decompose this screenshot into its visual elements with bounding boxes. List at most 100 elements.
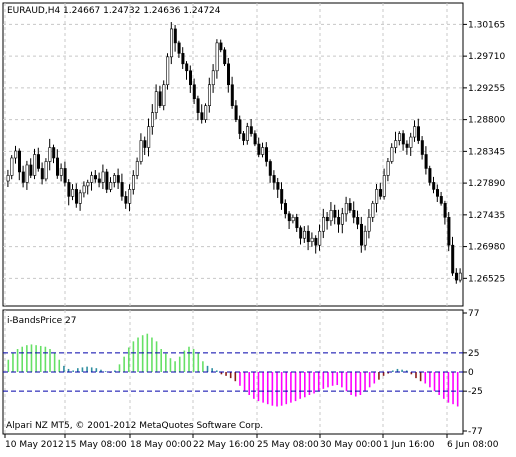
candle-body [17, 150, 21, 173]
candle-body [325, 216, 329, 222]
candle-body [432, 182, 436, 190]
time-tick-label: 1 Jun 16:00 [383, 440, 435, 450]
candle-body [113, 175, 117, 183]
candle-body [356, 216, 360, 225]
copyright-text: Alpari NZ MT5, © 2001-2012 MetaQuotes So… [6, 421, 263, 431]
candle-body [135, 161, 139, 176]
price-tick-label: 1.26525 [468, 274, 505, 284]
candle-body [94, 175, 98, 180]
candle-body [48, 147, 52, 162]
candle-body [287, 213, 291, 222]
candle-body [439, 196, 443, 204]
price-tick-label: 1.29710 [468, 52, 505, 62]
candle-body [276, 182, 280, 190]
candle-body [238, 119, 242, 134]
time-tick-label: 6 Jun 08:00 [447, 440, 499, 450]
candle-body [249, 126, 253, 134]
candle-body [10, 157, 14, 176]
time-tick-label: 10 May 2012 [5, 440, 64, 450]
candlestick-series [6, 22, 462, 284]
candle-body [435, 189, 439, 197]
candle-body [272, 175, 276, 183]
candle-body [337, 216, 341, 225]
indicator-name: i-BandsPrice 27 [7, 316, 77, 326]
time-tick-label: 30 May 00:00 [320, 440, 382, 450]
price-tick-label: 1.28800 [468, 116, 505, 126]
candle-body [359, 223, 363, 246]
candle-body [86, 182, 90, 187]
candle-body [59, 168, 63, 176]
candle-body [416, 126, 420, 141]
candle-body [173, 28, 177, 44]
candle-body [181, 53, 185, 65]
price-panel[interactable] [2, 2, 464, 307]
candle-body [242, 133, 246, 141]
candle-body [283, 203, 287, 215]
candle-body [378, 189, 382, 197]
candle-body [75, 189, 79, 204]
candle-body [143, 140, 147, 148]
candle-body [177, 42, 181, 54]
candle-body [36, 154, 40, 169]
candle-body [105, 171, 109, 190]
time-axis: 10 May 2012 15 May 08:00 18 May 00:00 22 Ma… [4, 434, 499, 450]
indicator-axis: 77 25 0 -25 -77 [463, 309, 483, 437]
candle-body [401, 133, 405, 145]
candle-body [63, 168, 67, 183]
candle-body [40, 168, 44, 180]
candle-body [154, 91, 158, 113]
candle-body [409, 136, 413, 148]
price-tick-label: 1.29255 [468, 84, 505, 94]
candle-body [78, 192, 82, 204]
candle-body [139, 140, 143, 162]
candle-body [280, 189, 284, 204]
candle-body [291, 216, 295, 222]
candle-body [25, 164, 29, 183]
candle-body [132, 175, 136, 190]
time-tick-label: 25 May 08:00 [257, 440, 319, 450]
candle-body [71, 189, 75, 197]
candle-body [333, 210, 337, 218]
candle-body [33, 154, 37, 176]
candle-body [101, 171, 105, 183]
candle-body [264, 147, 268, 162]
candle-body [124, 196, 128, 204]
candle-body [116, 175, 120, 183]
candle-body [397, 133, 401, 141]
candle-body [230, 84, 234, 106]
candle-body [299, 227, 303, 239]
candle-body [413, 126, 417, 138]
candle-body [454, 272, 458, 281]
candle-body [253, 133, 257, 145]
price-tick-label: 1.30165 [468, 20, 505, 30]
time-tick-label: 18 May 00:00 [130, 440, 192, 450]
candle-body [44, 161, 48, 180]
candle-body [329, 210, 333, 222]
candle-body [348, 203, 352, 211]
candle-body [386, 161, 390, 176]
candle-body [208, 84, 212, 106]
candle-body [82, 185, 86, 194]
candle-body [109, 182, 113, 190]
candle-body [147, 126, 151, 148]
candle-body [424, 154, 428, 169]
candle-body [314, 237, 318, 246]
candle-body [367, 216, 371, 232]
candle-body [185, 63, 189, 72]
candle-body [170, 28, 174, 58]
indicator-tick-label: 25 [468, 349, 479, 359]
candle-body [340, 213, 344, 225]
candle-body [67, 182, 71, 197]
candle-body [55, 157, 59, 176]
candle-body [189, 70, 193, 86]
indicator-panel[interactable] [2, 309, 464, 435]
candle-body [261, 147, 265, 155]
candle-body [318, 230, 322, 246]
candle-body [29, 164, 33, 176]
candle-body [246, 126, 250, 141]
candle-body [97, 178, 101, 183]
candle-body [375, 189, 379, 204]
candle-body [219, 42, 223, 51]
candle-body [302, 230, 306, 239]
